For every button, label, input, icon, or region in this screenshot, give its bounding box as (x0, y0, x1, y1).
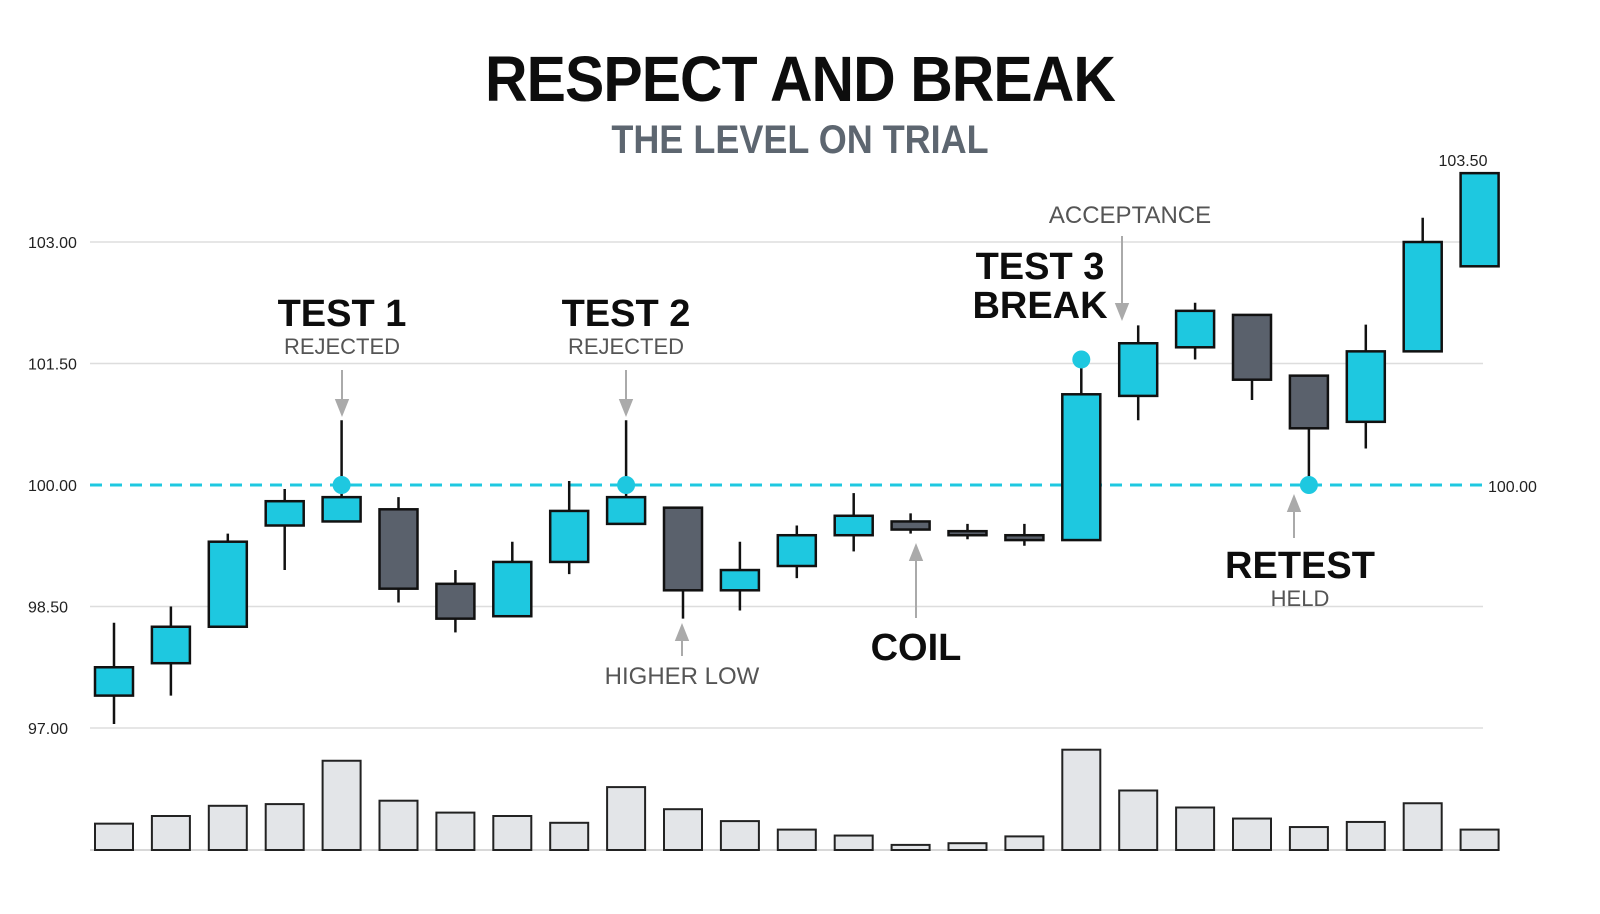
candle-body (548, 509, 590, 564)
y-tick-label: 103.00 (28, 235, 77, 252)
volume-bar (1402, 802, 1443, 851)
volume-bar (1232, 817, 1272, 851)
test1-title: TEST 1 (278, 293, 407, 335)
candle-body (719, 568, 761, 592)
volume-bar (321, 759, 362, 851)
candle-body (1231, 313, 1273, 381)
volume-bar (150, 815, 191, 851)
retest-sub: HELD (1271, 586, 1330, 611)
touch-markers (332, 350, 1318, 494)
candle-body (435, 582, 476, 620)
volume-bar (833, 834, 874, 851)
volume-bar (1459, 828, 1500, 851)
candle-body (662, 506, 704, 592)
volume-bar (207, 804, 248, 851)
volume-bars (90, 748, 1500, 852)
candle-body (833, 514, 874, 537)
test3-break: BREAK (972, 285, 1108, 327)
candle-body (890, 520, 931, 531)
test2-title: TEST 2 (562, 293, 691, 335)
volume-bar (378, 799, 419, 852)
volume-bar (94, 822, 134, 852)
touch-marker (1072, 350, 1091, 369)
touch-marker (617, 476, 636, 494)
volume-bar (492, 815, 533, 851)
volume-bar (1345, 820, 1386, 852)
higher-low-label: HIGHER LOW (605, 663, 760, 690)
candle-body (1117, 342, 1159, 398)
volume-bar (1118, 789, 1159, 851)
candle-body (776, 533, 818, 568)
volume-bar (1175, 806, 1216, 851)
volume-bar (1004, 835, 1045, 852)
test1-sub: REJECTED (284, 334, 400, 359)
candles (93, 171, 1500, 724)
volume-bar (549, 821, 590, 851)
candle-body (321, 495, 362, 523)
candle-body (1174, 309, 1216, 349)
annotations: TEST 1 REJECTED TEST 2 REJECTED TEST 3 B… (278, 153, 1537, 690)
candle-body (1004, 533, 1045, 542)
y-tick-label: 100.00 (28, 478, 77, 495)
volume-bar (663, 808, 703, 852)
candle-body (605, 495, 647, 526)
candle-body (207, 540, 249, 629)
volume-bar (435, 811, 476, 851)
volume-bar (947, 842, 988, 852)
test2-sub: REJECTED (568, 334, 684, 359)
coil-label: COIL (871, 627, 962, 669)
candle-body (1288, 374, 1330, 430)
y-tick-label: 101.50 (28, 357, 77, 374)
retest-title: RETEST (1225, 545, 1375, 587)
chart-title: RESPECT AND BREAK (485, 43, 1116, 115)
acceptance-label: ACCEPTANCE (1049, 202, 1211, 229)
touch-marker (332, 476, 351, 494)
volume-bar (606, 786, 647, 851)
candle-body (378, 508, 419, 590)
volume-bar (1061, 748, 1102, 852)
candle-body (947, 529, 988, 537)
candle-body (150, 625, 192, 665)
candle-body (1345, 350, 1387, 424)
candle-body (492, 560, 533, 618)
candle-body (1459, 171, 1500, 268)
level-right-label: 100.00 (1488, 479, 1537, 496)
candle-body (1061, 393, 1102, 542)
test3-title: TEST 3 (976, 246, 1105, 288)
y-tick-label: 97.00 (28, 721, 68, 738)
candle-body (1402, 240, 1443, 353)
touch-marker (1299, 476, 1318, 494)
volume-bar (264, 803, 305, 851)
chart-subtitle: THE LEVEL ON TRIAL (611, 118, 989, 162)
volume-bar (776, 828, 817, 851)
volume-bar (890, 843, 931, 852)
last-price-label: 103.50 (1439, 153, 1488, 170)
candle-body (264, 499, 305, 527)
y-tick-label: 98.50 (28, 600, 68, 617)
volume-bar (719, 820, 760, 851)
candle-body (93, 666, 135, 697)
volume-bar (1288, 826, 1329, 851)
